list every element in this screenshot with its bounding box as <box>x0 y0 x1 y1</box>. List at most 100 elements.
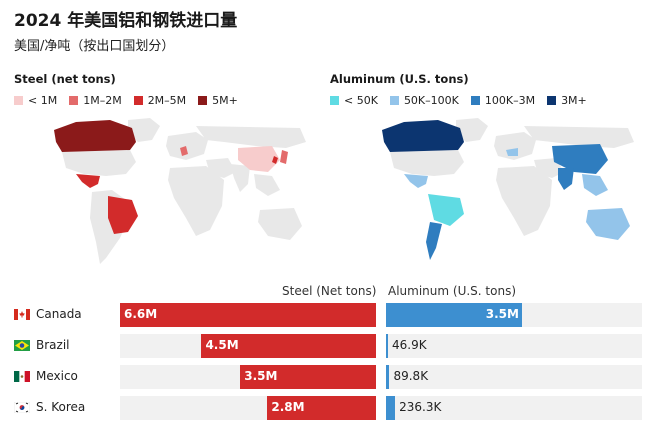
aluminum-legend-swatch <box>547 96 557 105</box>
map-greenland <box>456 118 488 142</box>
aluminum-legend-label: 3M+ <box>561 94 587 107</box>
steel-bar: 4.5M <box>201 334 376 358</box>
aluminum-bar <box>386 365 390 389</box>
map-mexico-steel <box>76 174 100 188</box>
map-europe-steel <box>180 146 188 156</box>
steel-bar-track: 2.8M <box>120 396 376 420</box>
map-china-alu <box>552 144 608 174</box>
map-se-asia-alu <box>582 174 608 196</box>
aluminum-legend: Aluminum (U.S. tons) < 50K 50K–100K 100K–3… <box>330 72 599 107</box>
map-usa <box>62 150 136 176</box>
country-label: Brazil <box>14 338 70 352</box>
country-label: Mexico <box>14 369 78 383</box>
steel-bar-track: 3.5M <box>120 365 376 389</box>
steel-legend-label: 5M+ <box>212 94 238 107</box>
page-subtitle: 美国/净吨（按出口国划分） <box>14 39 175 54</box>
aluminum-bar <box>386 334 388 358</box>
bar-row: Canada 6.6M 3.5M <box>0 303 655 327</box>
aluminum-value-label: 236.3K <box>399 400 442 414</box>
aluminum-world-map <box>382 118 634 260</box>
aluminum-legend-item: 50K–100K <box>389 94 459 107</box>
aluminum-bar <box>386 396 396 420</box>
steel-legend-swatch <box>198 96 208 105</box>
steel-legend-title: Steel (net tons) <box>14 72 116 86</box>
steel-world-map <box>54 118 306 264</box>
steel-legend-label: 2M–5M <box>147 94 187 107</box>
map-middle-east <box>206 158 236 178</box>
map-australia <box>258 208 302 240</box>
map-europe <box>166 132 208 160</box>
aluminum-legend-title: Aluminum (U.S. tons) <box>330 72 469 86</box>
map-india <box>230 164 250 192</box>
steel-value-label: 6.6M <box>124 307 158 321</box>
map-japan-steel <box>280 150 288 164</box>
steel-column-header: Steel (Net tons) <box>282 284 377 298</box>
aluminum-legend-item: 100K–3M <box>470 94 536 107</box>
map-greenland <box>128 118 160 142</box>
map-africa <box>168 166 224 236</box>
steel-legend-swatch <box>69 96 79 105</box>
aluminum-legend-item: 3M+ <box>547 94 587 107</box>
map-canada-alu <box>382 120 464 152</box>
steel-value-label: 3.5M <box>244 369 278 383</box>
map-russia <box>196 126 306 148</box>
steel-bar-track: 6.6M <box>120 303 376 327</box>
map-canada-steel <box>54 120 136 152</box>
map-brazil-alu <box>428 194 464 226</box>
aluminum-legend-label: 100K–3M <box>484 94 536 107</box>
aluminum-value-label: 3.5M <box>485 307 519 321</box>
country-name: Brazil <box>36 338 70 352</box>
country-name: Canada <box>36 307 82 321</box>
aluminum-legend-swatch <box>330 96 339 105</box>
flag-icon <box>14 308 30 320</box>
page-title: 2024 年美国铝和钢铁进口量 <box>14 11 238 31</box>
aluminum-bar <box>386 303 522 327</box>
steel-bar: 3.5M <box>240 365 376 389</box>
map-india-alu <box>558 168 574 190</box>
aluminum-bar-track: 3.5M <box>386 303 642 327</box>
steel-legend-label: < 1M <box>28 94 58 107</box>
map-europe-alu <box>506 148 518 156</box>
steel-bar: 6.6M <box>120 303 376 327</box>
aluminum-value-label: 46.9K <box>392 338 427 352</box>
steel-legend-label: 1M–2M <box>83 94 122 107</box>
steel-value-label: 4.5M <box>205 338 239 352</box>
map-europe <box>494 132 536 160</box>
flag-icon <box>13 401 31 413</box>
aluminum-value-label: 89.8K <box>393 369 429 383</box>
aluminum-legend-swatch <box>389 96 399 105</box>
map-se-asia <box>254 174 280 196</box>
map-brazil-steel <box>108 196 138 234</box>
aluminum-column-header: Aluminum (U.S. tons) <box>388 284 516 298</box>
map-korea-steel <box>272 156 278 164</box>
country-label: Canada <box>14 307 82 321</box>
aluminum-legend-label: < 50K <box>344 94 378 107</box>
steel-value-label: 2.8M <box>271 400 305 414</box>
steel-legend-item: < 1M <box>14 94 57 107</box>
bar-row: Brazil 4.5M 46.9K <box>0 334 655 358</box>
map-mexico-alu <box>404 174 428 188</box>
steel-legend-item: 5M+ <box>198 94 238 107</box>
steel-bar: 2.8M <box>267 396 376 420</box>
steel-legend-swatch <box>14 96 23 105</box>
flag-icon <box>14 339 30 351</box>
map-australia-alu <box>586 208 630 240</box>
map-china-steel <box>238 146 280 172</box>
aluminum-bar-track: 46.9K <box>386 334 642 358</box>
country-label: S. Korea <box>13 400 86 414</box>
aluminum-bar-track: 236.3K <box>386 396 642 420</box>
map-argentina-alu <box>426 222 442 260</box>
country-name: S. Korea <box>36 400 86 414</box>
map-usa <box>390 150 464 176</box>
aluminum-legend-item: < 50K <box>330 94 378 107</box>
aluminum-legend-label: 50K–100K <box>403 94 459 107</box>
steel-legend-swatch <box>133 96 143 105</box>
steel-legend: Steel (net tons) < 1M 1M–2M 2M–5M 5M+ <box>14 72 250 107</box>
steel-legend-items: < 1M 1M–2M 2M–5M 5M+ <box>14 94 250 107</box>
steel-legend-item: 2M–5M <box>133 94 187 107</box>
aluminum-legend-items: < 50K 50K–100K 100K–3M 3M+ <box>330 94 599 107</box>
map-africa <box>496 166 552 236</box>
aluminum-legend-swatch <box>470 96 480 105</box>
bar-row: Mexico 3.5M 89.8K <box>0 365 655 389</box>
flag-icon <box>14 370 30 382</box>
